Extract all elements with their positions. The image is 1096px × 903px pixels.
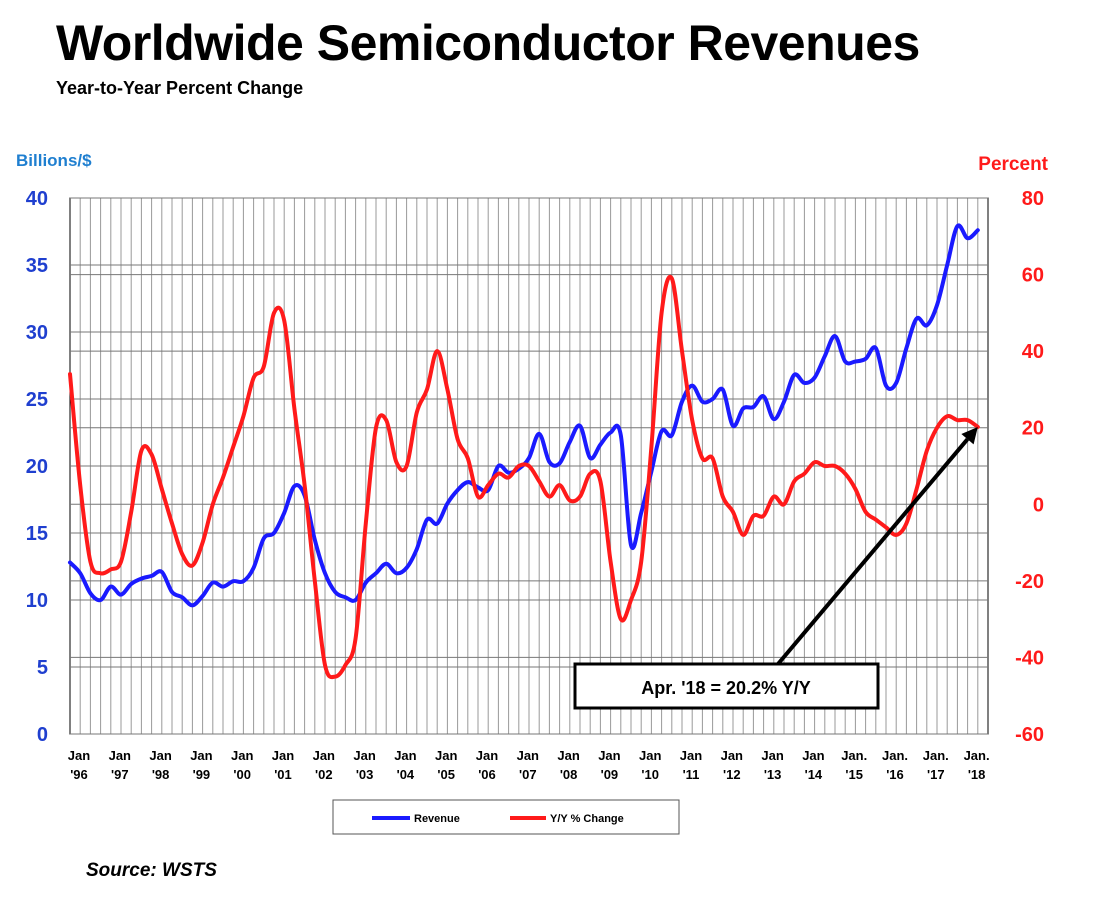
x-tick-month: Jan xyxy=(721,748,743,763)
right-tick-label: -60 xyxy=(1015,724,1044,746)
x-tick-month: Jan xyxy=(353,748,375,763)
annotation-arrow-head xyxy=(961,426,978,445)
left-tick-label: 10 xyxy=(26,590,48,612)
right-tick-label: 0 xyxy=(1033,494,1044,516)
x-tick-month: Jan xyxy=(598,748,620,763)
x-tick-year: '03 xyxy=(356,767,374,782)
x-tick-month: Jan xyxy=(272,748,294,763)
x-tick-year: '15 xyxy=(845,767,863,782)
left-tick-label: 25 xyxy=(26,389,48,411)
annotation: Apr. '18 = 20.2% Y/Y xyxy=(573,426,978,710)
left-tick-label: 35 xyxy=(26,255,48,277)
x-tick-month: Jan xyxy=(109,748,131,763)
x-tick-year: '00 xyxy=(233,767,251,782)
x-tick-year: '17 xyxy=(927,767,945,782)
left-tick-label: 5 xyxy=(37,657,48,679)
x-tick-year: '07 xyxy=(519,767,537,782)
x-tick-year: '01 xyxy=(274,767,292,782)
series-layer xyxy=(68,223,980,680)
page-subtitle: Year-to-Year Percent Change xyxy=(56,78,304,98)
x-tick-month: Jan xyxy=(394,748,416,763)
x-tick-month: Jan xyxy=(557,748,579,763)
annotation-arrow xyxy=(776,437,970,666)
x-tick-month: Jan xyxy=(680,748,702,763)
left-axis-ticks: 0 5 10 15 20 25 30 35 40 xyxy=(26,188,48,746)
x-tick-year: '02 xyxy=(315,767,333,782)
x-tick-month: Jan. xyxy=(882,748,908,763)
series-yoy-line xyxy=(68,274,980,680)
x-tick-year: '06 xyxy=(478,767,496,782)
x-tick-month: Jan xyxy=(313,748,335,763)
annotation-box xyxy=(573,662,880,710)
page-title: Worldwide Semiconductor Revenues xyxy=(56,15,920,71)
x-tick-month: Jan xyxy=(435,748,457,763)
x-tick-year: '04 xyxy=(397,767,415,782)
left-tick-label: 15 xyxy=(26,523,48,545)
x-tick-year: '10 xyxy=(641,767,659,782)
x-tick-month: Jan xyxy=(149,748,171,763)
right-axis-label: Percent xyxy=(978,154,1048,175)
left-tick-label: 0 xyxy=(37,724,48,746)
x-tick-year: '96 xyxy=(70,767,88,782)
x-tick-month: Jan xyxy=(190,748,212,763)
x-tick-month: Jan. xyxy=(841,748,867,763)
right-axis-ticks: -60 -40 -20 0 20 40 60 80 xyxy=(1015,188,1044,746)
right-tick-label: 60 xyxy=(1022,265,1044,287)
left-tick-label: 20 xyxy=(26,456,48,478)
x-tick-month: Jan xyxy=(761,748,783,763)
left-axis-label: Billions/$ xyxy=(16,151,92,170)
x-tick-month: Jan xyxy=(802,748,824,763)
right-tick-label: 40 xyxy=(1022,341,1044,363)
left-tick-label: 30 xyxy=(26,322,48,344)
right-tick-label: 80 xyxy=(1022,188,1044,210)
x-tick-year: '18 xyxy=(968,767,986,782)
right-tick-label: 20 xyxy=(1022,418,1044,440)
x-tick-year: '13 xyxy=(764,767,782,782)
legend-revenue-label: Revenue xyxy=(414,813,460,825)
x-tick-month: Jan. xyxy=(964,748,990,763)
x-axis-ticks: Jan '96 Jan '97 Jan '98 Jan '99 Jan '00 Jan '01 Jan '… xyxy=(68,748,990,782)
x-tick-month: Jan xyxy=(517,748,539,763)
x-tick-month: Jan. xyxy=(923,748,949,763)
x-tick-month: Jan xyxy=(231,748,253,763)
x-tick-year: '05 xyxy=(437,767,455,782)
x-tick-year: '11 xyxy=(683,767,700,782)
annotation-text: Apr. '18 = 20.2% Y/Y xyxy=(641,678,811,698)
source-note: Source: WSTS xyxy=(86,860,217,881)
x-tick-year: '99 xyxy=(193,767,211,782)
x-tick-month: Jan xyxy=(68,748,90,763)
x-tick-year: '97 xyxy=(111,767,129,782)
legend: Revenue Y/Y % Change xyxy=(332,799,680,835)
right-tick-label: -40 xyxy=(1015,647,1044,669)
x-tick-year: '12 xyxy=(723,767,741,782)
left-tick-label: 40 xyxy=(26,188,48,210)
right-tick-label: -20 xyxy=(1015,571,1044,593)
x-tick-year: '16 xyxy=(886,767,904,782)
x-tick-year: '14 xyxy=(805,767,823,782)
x-tick-year: '08 xyxy=(560,767,578,782)
x-tick-month: Jan xyxy=(476,748,498,763)
x-tick-year: '09 xyxy=(601,767,619,782)
legend-yoy-label: Y/Y % Change xyxy=(550,813,624,825)
x-tick-month: Jan xyxy=(639,748,661,763)
x-tick-year: '98 xyxy=(152,767,170,782)
